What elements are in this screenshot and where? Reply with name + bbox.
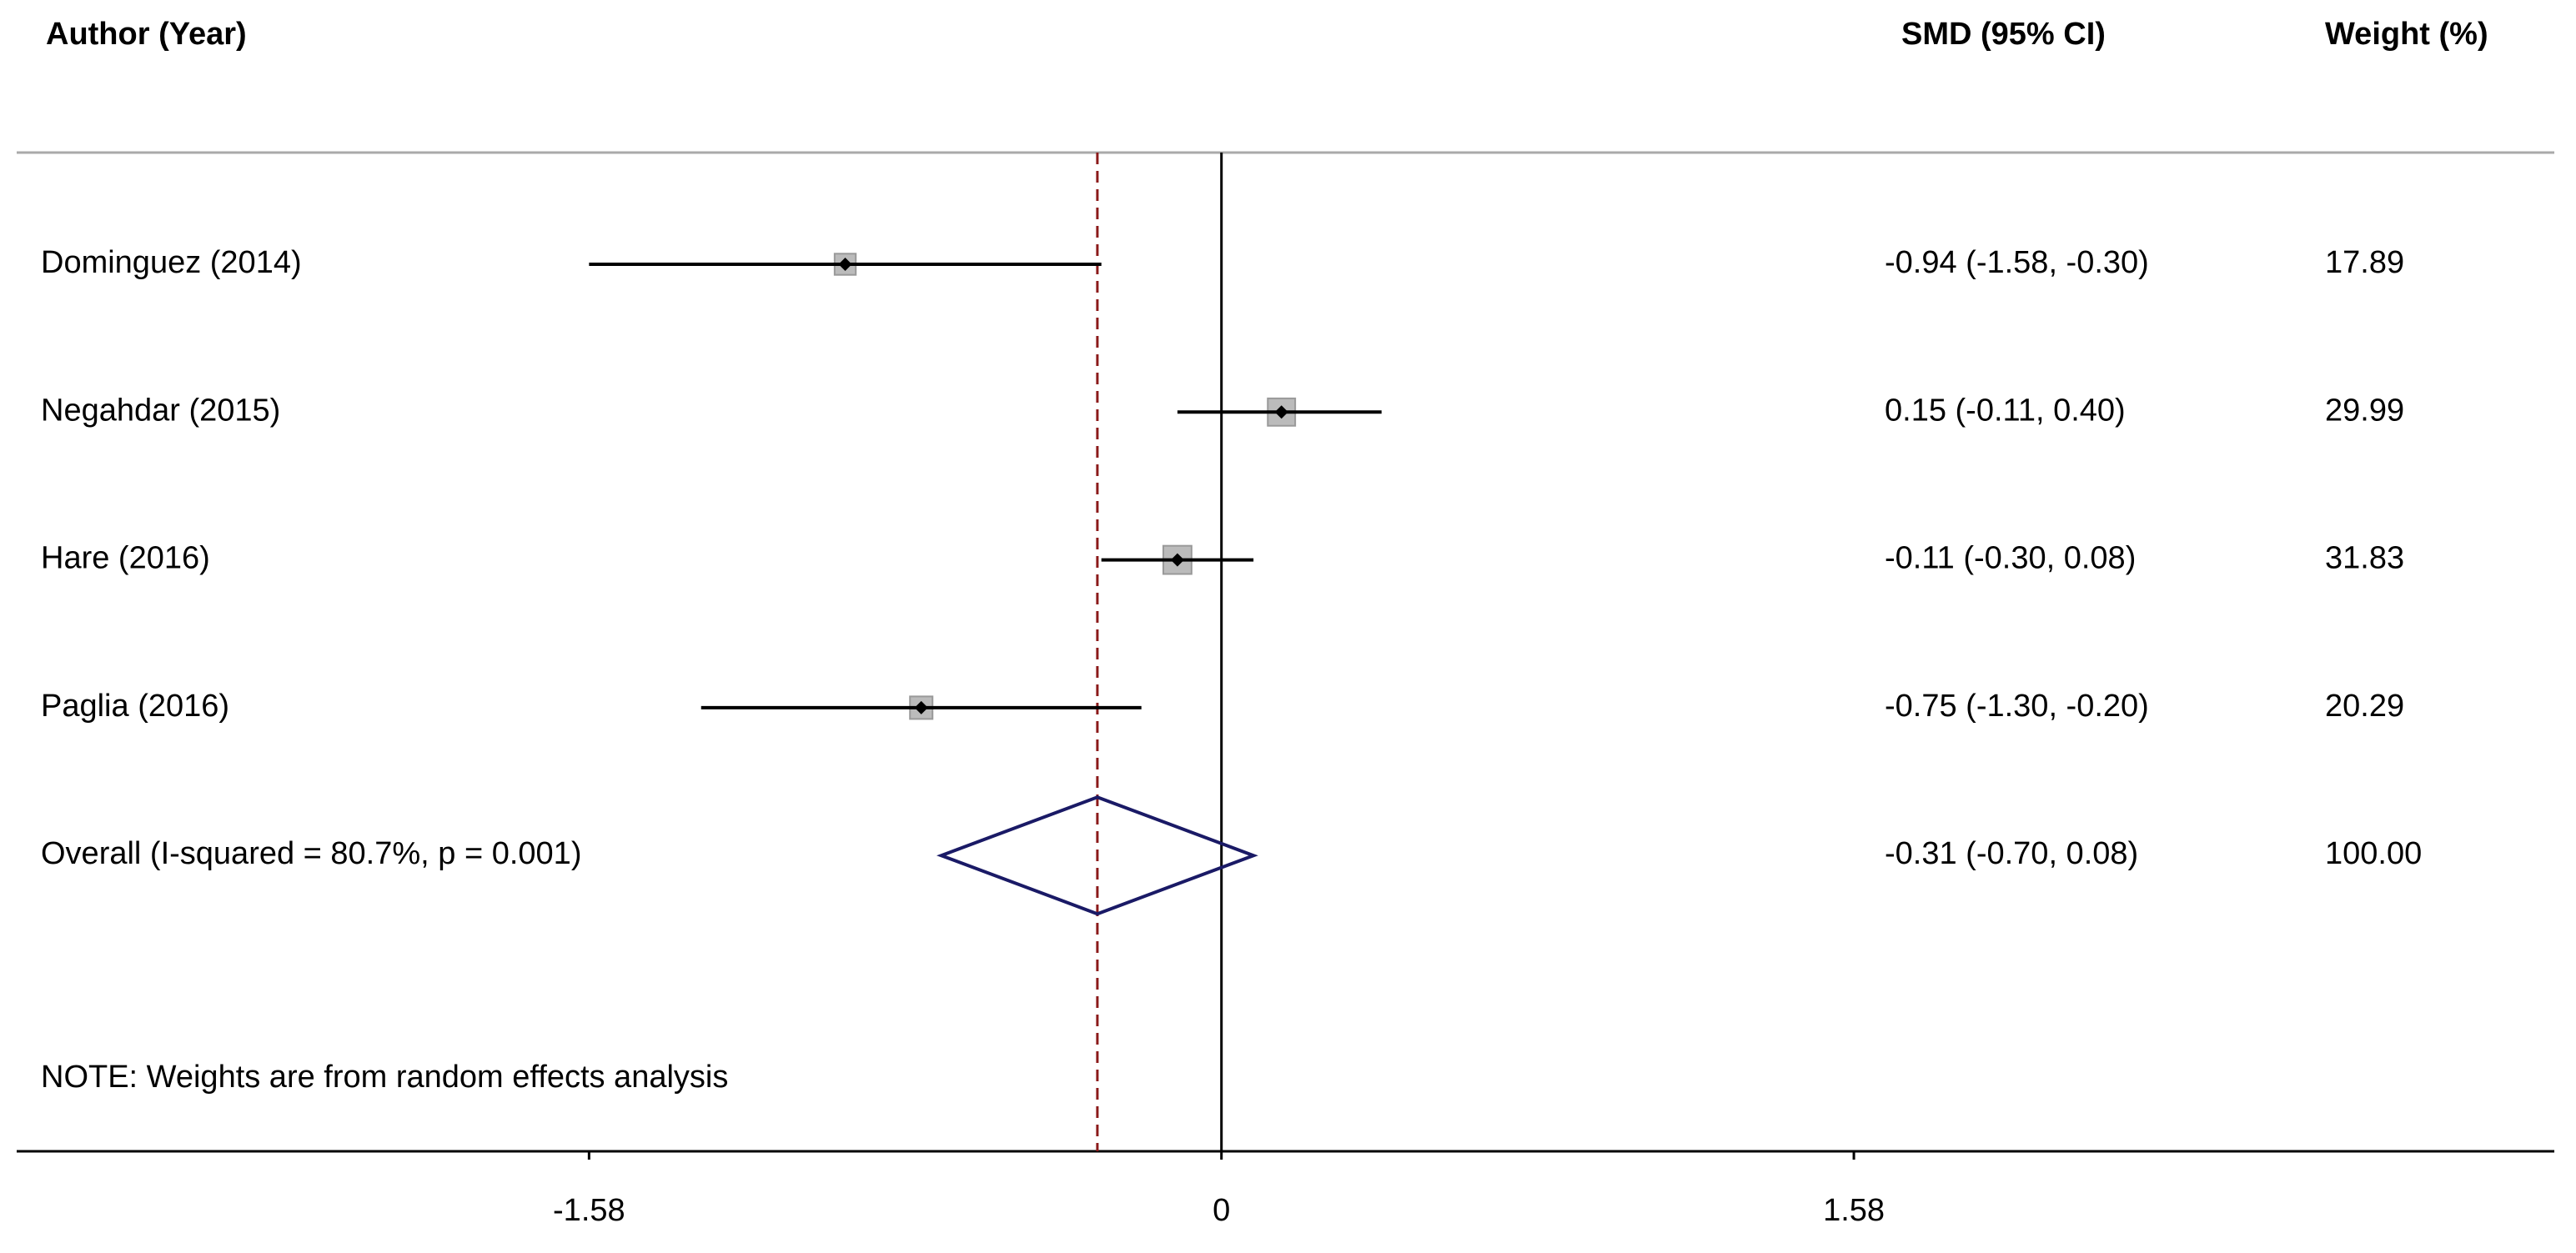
- study-label: Dominguez (2014): [41, 245, 302, 280]
- point-estimate: [838, 258, 852, 271]
- effect-label: -0.94 (-1.58, -0.30): [1885, 245, 2149, 280]
- effect-label: -0.75 (-1.30, -0.20): [1885, 689, 2149, 724]
- note: NOTE: Weights are from random effects an…: [41, 1060, 728, 1095]
- point-estimate: [1170, 553, 1184, 567]
- study-header: Author (Year): [46, 17, 247, 52]
- weight-label: 20.29: [2325, 689, 2404, 724]
- study-label: Hare (2016): [41, 541, 210, 576]
- weight-label: 17.89: [2325, 245, 2404, 280]
- x-tick-label: 1.58: [1823, 1193, 1885, 1228]
- x-tick-label: -1.58: [553, 1193, 625, 1228]
- overall-diamond: [936, 795, 1258, 916]
- weight-header: Weight (%): [2325, 17, 2488, 52]
- effect-header: SMD (95% CI): [1901, 17, 2106, 52]
- x-tick-label: 0: [1213, 1193, 1230, 1228]
- study-label: Negahdar (2015): [41, 393, 280, 428]
- study-label: Overall (I-squared = 80.7%, p = 0.001): [41, 836, 581, 871]
- effect-label: -0.31 (-0.70, 0.08): [1885, 836, 2138, 871]
- point-estimate: [914, 700, 928, 714]
- study-label: Paglia (2016): [41, 689, 229, 724]
- effect-label: 0.15 (-0.11, 0.40): [1885, 393, 2126, 428]
- weight-label: 100.00: [2325, 836, 2422, 871]
- weight-label: 29.99: [2325, 393, 2404, 428]
- effect-label: -0.11 (-0.30, 0.08): [1885, 541, 2136, 576]
- weight-label: 31.83: [2325, 541, 2404, 576]
- point-estimate: [1274, 405, 1288, 419]
